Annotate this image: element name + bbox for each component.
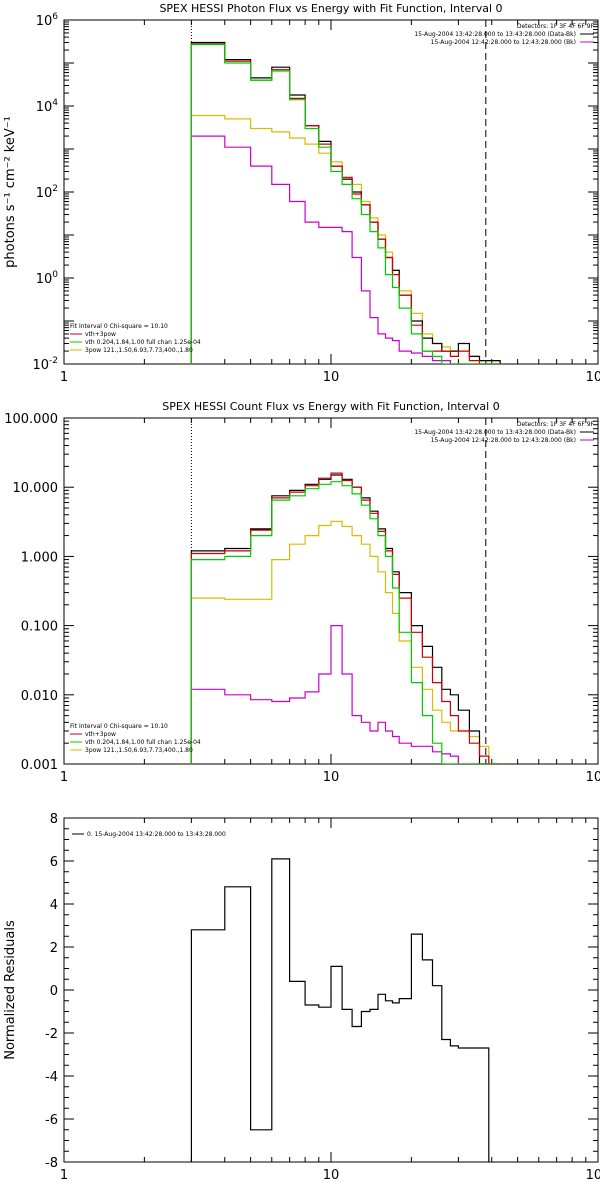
x-tick-label: 1 [60, 1168, 68, 1183]
x-tick-label: 1 [60, 770, 68, 785]
x-tick-label: 100 [586, 770, 600, 785]
y-tick-label: -6 [45, 1113, 58, 1128]
y-axis-label: photons s⁻¹ cm⁻² keV⁻¹ [3, 116, 18, 268]
residual-legend-entry: 0. 15-Aug-2004 13:42:28.000 to 13:43:28.… [87, 831, 226, 838]
y-tick-label-exp: 4 [52, 98, 58, 108]
y-tick-label: 10-2 [32, 356, 58, 373]
y-tick-label: 104 [36, 98, 59, 115]
chart-title: SPEX HESSI Photon Flux vs Energy with Fi… [159, 2, 502, 15]
fit-legend-entry: vth 0.204,1.84,1.00 full chan 1.25e-04 [85, 339, 201, 346]
bk-legend-entry: 15-Aug-2004 12:42:28.000 to 12:43:28.000… [431, 437, 576, 444]
series-0-15-aug-2004-13-42-28-000-to-13-43-28-000 [190, 858, 490, 1162]
y-tick-label: 2 [50, 941, 58, 956]
series-vth-3pow [190, 472, 501, 764]
y-tick-label: 8 [50, 812, 58, 827]
chart-panel-0: SPEX HESSI Photon Flux vs Energy with Fi… [3, 2, 600, 385]
y-tick-label: 0.010 [21, 689, 58, 704]
y-tick-label-base: 10 [36, 100, 53, 115]
y-tick-label: -8 [45, 1156, 58, 1171]
fit-legend-entry: vth+3pow [85, 731, 116, 738]
y-tick-label: 102 [36, 184, 58, 201]
y-tick-label: 100 [36, 270, 59, 287]
y-tick-label-exp: -2 [49, 356, 58, 366]
fit-legend-entry: 3pow 121.,1.50,6.93,7.73,400.,1.80 [85, 747, 193, 754]
series-vth [190, 481, 501, 764]
fit-legend-entry: 3pow 121.,1.50,6.93,7.73,400.,1.80 [85, 347, 193, 354]
y-tick-label: 0.001 [21, 758, 58, 773]
x-tick-label: 10 [323, 1168, 340, 1183]
fit-legend-header: Fit Interval 0 Chi-square = 10.10 [70, 723, 168, 730]
x-tick-label: 10 [323, 770, 340, 785]
fit-legend-entry: vth+3pow [85, 331, 116, 338]
plot-frame [63, 19, 599, 365]
y-tick-label-exp: 0 [52, 270, 58, 280]
series-vth [190, 43, 501, 364]
y-tick-label: 0 [50, 984, 58, 999]
y-tick-label-base: 10 [36, 186, 53, 201]
detectors-info: Detectors: 1F 3F 4F 6F 9F [517, 23, 595, 30]
fit-legend-header: Fit Interval 0 Chi-square = 10.10 [70, 323, 168, 330]
detectors-info: Detectors: 1F 3F 4F 6F 9F [517, 421, 595, 428]
series-bk [190, 135, 501, 364]
series-data-bk [190, 41, 501, 364]
y-tick-label-base: 10 [36, 14, 53, 29]
x-tick-label: 1 [60, 370, 68, 385]
series-data-bk [190, 474, 501, 764]
series-vth-3pow [190, 43, 501, 364]
y-tick-label: 106 [36, 12, 59, 29]
x-tick-label: 100 [586, 1168, 600, 1183]
data-bk-legend-entry: 15-Aug-2004 13:42:28.000 to 13:43:28.000… [414, 31, 576, 38]
y-tick-label: 0.100 [21, 620, 58, 635]
y-tick-label: 10.000 [13, 481, 59, 496]
x-tick-label: 100 [586, 370, 600, 385]
y-axis-label: Normalized Residuals [3, 920, 18, 1060]
y-tick-label: -2 [45, 1027, 58, 1042]
chart-title: SPEX HESSI Count Flux vs Energy with Fit… [162, 400, 499, 413]
data-bk-legend-entry: 15-Aug-2004 13:42:28.000 to 13:43:28.000… [414, 429, 576, 436]
fit-legend-entry: vth 0.204,1.84,1.00 full chan 1.25e-04 [85, 739, 201, 746]
y-tick-label: -4 [45, 1070, 58, 1085]
x-tick-label: 10 [323, 370, 340, 385]
y-tick-label: 4 [50, 898, 58, 913]
y-tick-label-exp: 6 [52, 12, 58, 22]
y-tick-label-base: 10 [36, 272, 53, 287]
y-tick-label-exp: 2 [52, 184, 58, 194]
bk-legend-entry: 15-Aug-2004 12:42:28.000 to 12:43:28.000… [431, 39, 576, 46]
y-tick-label: 6 [50, 855, 58, 870]
y-tick-label: 100.000 [4, 412, 58, 427]
y-tick-label: 1.000 [21, 550, 58, 565]
chart-panel-2: 1 10 100 8 6 4 2 0 -2 -4 -6 -8 Normalized Residuals 0… [3, 812, 600, 1183]
series-3pow [190, 520, 501, 764]
y-tick-label-base: 10 [32, 358, 49, 373]
series-3pow [190, 114, 501, 364]
series-bk [190, 625, 501, 764]
chart-panel-1: SPEX HESSI Count Flux vs Energy with Fit… [4, 400, 600, 785]
plot-frame [63, 417, 599, 765]
